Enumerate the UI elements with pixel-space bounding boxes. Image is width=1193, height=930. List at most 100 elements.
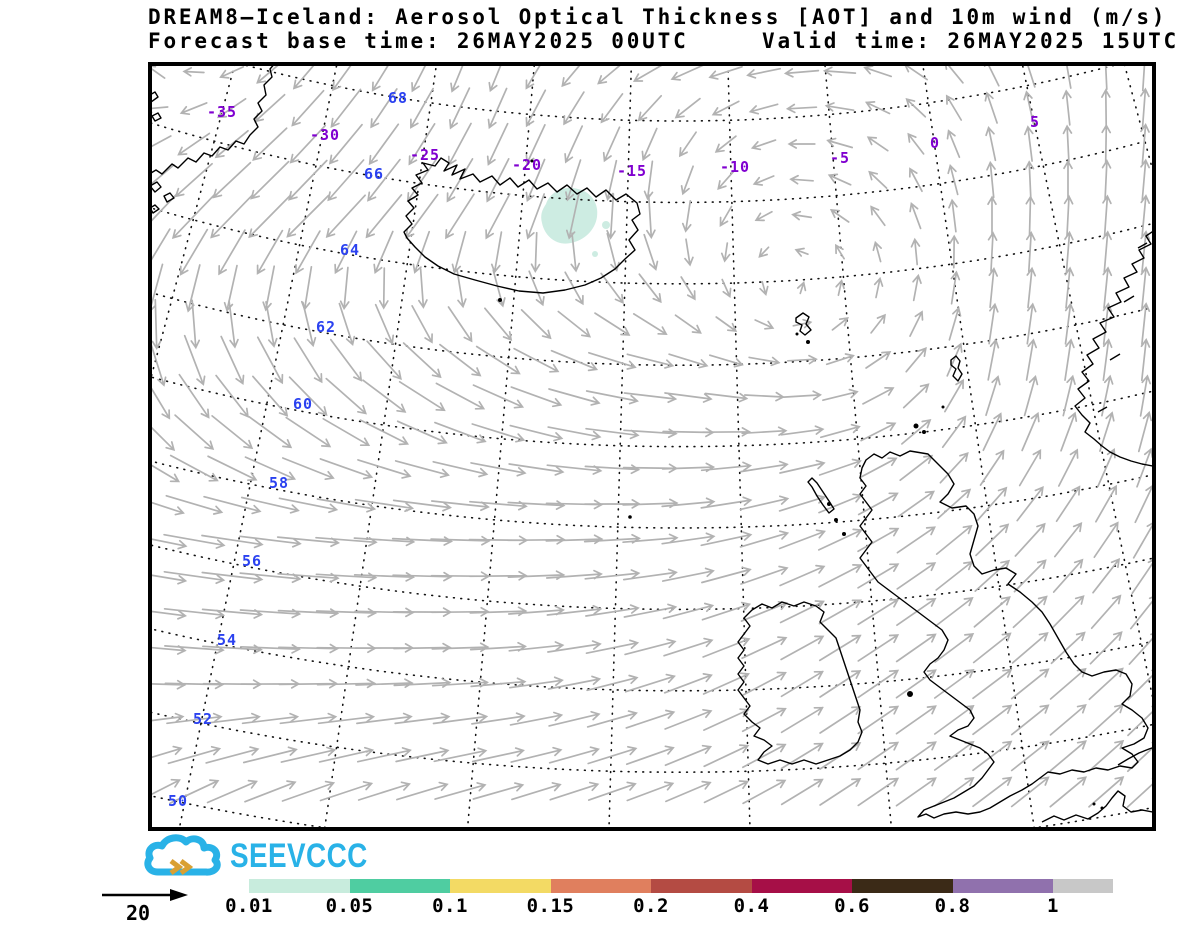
wind-arrow xyxy=(825,353,855,366)
meridian-line xyxy=(727,65,751,828)
wind-arrow xyxy=(447,306,473,343)
wind-arrow xyxy=(563,91,585,126)
wind-arrow xyxy=(525,158,546,203)
wind-arrow xyxy=(163,570,226,585)
wind-arrow xyxy=(1102,338,1113,382)
colorbar-label: 0.01 xyxy=(225,895,273,917)
wind-arrow xyxy=(1101,159,1112,201)
wind-arrow xyxy=(1023,125,1034,162)
wind-arrow xyxy=(530,231,541,274)
wind-arrow xyxy=(1090,594,1122,630)
wind-arrow xyxy=(584,464,641,475)
wind-arrow xyxy=(1140,123,1150,165)
reference-arrow-head-icon xyxy=(170,889,188,901)
longitude-label: -10 xyxy=(720,158,750,176)
wind-arrow xyxy=(976,486,1008,521)
wind-arrow xyxy=(561,65,581,88)
wind-arrow xyxy=(779,459,826,474)
wind-arrow xyxy=(1099,411,1115,452)
aot-patch xyxy=(602,221,610,229)
wind-arrow xyxy=(895,705,937,735)
wind-arrow xyxy=(741,426,788,436)
wind-arrow xyxy=(550,349,599,372)
wind-arrow xyxy=(604,159,618,201)
latitude-label: 60 xyxy=(293,395,313,413)
wind-arrow xyxy=(325,377,367,415)
wind-arrow xyxy=(281,780,336,802)
wind-arrow xyxy=(1049,776,1088,808)
wind-arrow xyxy=(987,231,998,272)
wind-arrow xyxy=(291,89,325,127)
island-dot xyxy=(1100,806,1104,810)
wind-arrow xyxy=(557,310,592,338)
logo-chevron-icon xyxy=(179,859,194,875)
wind-arrow xyxy=(818,599,862,625)
wind-arrow xyxy=(288,159,328,201)
wind-arrow xyxy=(796,280,807,295)
wind-arrow xyxy=(1092,557,1121,594)
wind-arrow xyxy=(1104,65,1108,91)
island-dot xyxy=(834,518,838,522)
wind-arrow xyxy=(373,230,394,275)
wind-arrow xyxy=(402,342,442,379)
wind-arrow xyxy=(606,193,616,240)
wind-arrow xyxy=(1065,65,1072,89)
wind-arrow xyxy=(1011,631,1049,664)
wind-arrow xyxy=(585,604,640,617)
graticule-layer xyxy=(151,65,1153,828)
wind-arrow xyxy=(835,279,845,297)
wind-arrow xyxy=(528,270,545,307)
wind-arrow xyxy=(935,560,974,591)
wind-arrow xyxy=(545,534,604,545)
wind-arrow xyxy=(1062,374,1076,417)
wind-arrow xyxy=(937,488,972,520)
wind-arrow xyxy=(750,139,777,151)
wind-arrow xyxy=(368,123,400,166)
latitude-label: 64 xyxy=(340,241,360,259)
wind-arrow xyxy=(151,298,162,350)
wind-arrow xyxy=(207,455,258,482)
latitude-label: 66 xyxy=(364,165,384,183)
wind-arrow xyxy=(1025,338,1038,381)
wind-arrow xyxy=(857,741,900,771)
wind-arrow xyxy=(151,778,181,796)
wind-arrow xyxy=(151,135,172,148)
wind-arrow xyxy=(780,778,824,806)
wind-arrow xyxy=(169,779,220,805)
wind-arrow xyxy=(256,229,284,275)
aot-colorbar xyxy=(249,879,1113,893)
wind-arrow xyxy=(933,668,975,699)
wind-arrow xyxy=(508,463,565,476)
wind-arrow xyxy=(1097,448,1116,488)
wind-arrow xyxy=(972,740,1013,772)
wind-arrow xyxy=(1010,740,1050,772)
wind-arrow xyxy=(262,265,276,312)
coast-shetland xyxy=(950,355,963,382)
wind-arrow xyxy=(244,456,297,481)
wind-arrow xyxy=(288,376,328,417)
longitude-label: -25 xyxy=(410,146,440,164)
wind-arrow xyxy=(430,500,490,512)
wind-arrow xyxy=(315,607,378,618)
wind-arrow xyxy=(759,280,769,296)
wind-arrow xyxy=(418,267,428,309)
wind-arrow xyxy=(201,571,264,584)
wind-arrow xyxy=(220,335,245,386)
wind-arrow xyxy=(817,528,863,551)
wind-arrow xyxy=(447,122,472,167)
wind-arrow xyxy=(895,741,937,771)
wind-arrow xyxy=(857,777,900,807)
wind-arrow xyxy=(779,564,826,587)
wind-arrow xyxy=(449,87,471,130)
wind-arrow xyxy=(165,494,224,515)
island-dot xyxy=(530,159,534,163)
wind-arrow xyxy=(752,175,775,186)
wind-arrow xyxy=(742,779,787,805)
wind-arrow xyxy=(1128,632,1153,665)
wind-arrow xyxy=(1023,374,1039,417)
island-dot xyxy=(1092,802,1096,806)
wind-arrow xyxy=(359,419,410,446)
coast-france-channel-coast xyxy=(1041,790,1153,823)
wind-arrow xyxy=(212,161,252,199)
wind-arrow xyxy=(743,391,785,402)
